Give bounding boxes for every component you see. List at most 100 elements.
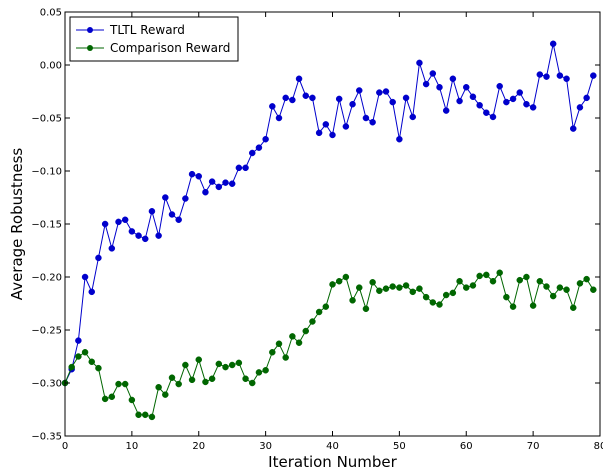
- data-point-tltl-reward: [208, 178, 216, 185]
- data-point-comparison-reward: [496, 269, 503, 277]
- data-point-comparison-reward: [228, 361, 236, 369]
- data-point-comparison-reward: [549, 292, 557, 300]
- data-point-comparison-reward: [442, 291, 450, 299]
- data-point-comparison-reward: [175, 380, 182, 388]
- data-point-tltl-reward: [315, 129, 323, 137]
- x-tick-label: 40: [326, 441, 339, 452]
- data-point-comparison-reward: [402, 282, 410, 289]
- series-layer: [61, 40, 597, 421]
- data-point-tltl-reward: [416, 59, 423, 67]
- data-point-comparison-reward: [95, 364, 102, 372]
- x-tick-label: 70: [527, 441, 540, 452]
- data-point-tltl-reward: [369, 118, 376, 126]
- data-point-comparison-reward: [182, 361, 189, 369]
- data-point-comparison-reward: [429, 299, 437, 306]
- data-point-tltl-reward: [95, 254, 102, 262]
- data-point-tltl-reward: [128, 228, 136, 235]
- data-point-comparison-reward: [262, 367, 269, 374]
- y-tick-label: 0.00: [40, 61, 62, 72]
- data-point-tltl-reward: [489, 113, 497, 121]
- data-point-tltl-reward: [182, 195, 189, 202]
- data-point-comparison-reward: [489, 277, 497, 285]
- data-point-comparison-reward: [409, 288, 416, 296]
- data-point-comparison-reward: [215, 360, 223, 368]
- data-point-tltl-reward: [168, 211, 176, 218]
- data-point-comparison-reward: [121, 380, 129, 388]
- data-point-tltl-reward: [215, 183, 223, 191]
- data-point-comparison-reward: [362, 305, 370, 313]
- data-point-tltl-reward: [275, 114, 283, 122]
- data-point-tltl-reward: [556, 72, 564, 79]
- data-point-comparison-reward: [463, 284, 470, 291]
- data-point-tltl-reward: [402, 94, 410, 102]
- data-point-tltl-reward: [175, 216, 182, 224]
- data-point-tltl-reward: [429, 70, 437, 77]
- data-point-tltl-reward: [422, 80, 430, 88]
- data-point-comparison-reward: [208, 375, 216, 383]
- data-point-tltl-reward: [436, 84, 443, 91]
- data-point-comparison-reward: [329, 281, 336, 288]
- y-tick-label: −0.10: [31, 167, 62, 178]
- data-point-comparison-reward: [188, 376, 196, 384]
- series-line-comparison-reward: [64, 271, 594, 418]
- data-point-tltl-reward: [335, 95, 343, 103]
- x-tick-label: 80: [594, 441, 603, 452]
- data-point-comparison-reward: [195, 356, 202, 363]
- data-point-tltl-reward: [115, 218, 122, 226]
- data-point-tltl-reward: [195, 173, 202, 180]
- data-point-tltl-reward: [496, 82, 503, 90]
- legend-box: [69, 16, 239, 62]
- data-point-comparison-reward: [302, 327, 309, 335]
- data-point-tltl-reward: [222, 179, 229, 186]
- y-tick-label: −0.35: [31, 432, 62, 443]
- data-point-comparison-reward: [556, 284, 564, 291]
- data-point-comparison-reward: [590, 286, 597, 293]
- x-axis-title: Iteration Number: [268, 453, 397, 470]
- data-point-tltl-reward: [389, 98, 396, 106]
- data-point-comparison-reward: [469, 282, 477, 289]
- legend-label: Comparison Reward: [110, 41, 230, 55]
- data-point-comparison-reward: [81, 349, 89, 356]
- data-point-tltl-reward: [255, 144, 263, 151]
- y-tick-label: −0.20: [31, 273, 62, 284]
- x-tick-label: 10: [126, 441, 139, 452]
- data-point-tltl-reward: [529, 104, 537, 111]
- data-point-tltl-reward: [309, 94, 316, 102]
- data-point-comparison-reward: [456, 277, 463, 285]
- data-point-comparison-reward: [563, 286, 570, 293]
- data-point-comparison-reward: [570, 304, 577, 311]
- data-point-tltl-reward: [362, 114, 370, 122]
- data-point-tltl-reward: [516, 89, 523, 96]
- data-point-comparison-reward: [349, 297, 356, 304]
- data-point-comparison-reward: [523, 273, 530, 281]
- data-point-comparison-reward: [309, 318, 316, 325]
- data-point-comparison-reward: [202, 378, 209, 386]
- data-point-tltl-reward: [409, 113, 416, 121]
- data-point-tltl-reward: [456, 97, 463, 105]
- data-point-tltl-reward: [135, 232, 142, 239]
- data-point-tltl-reward: [228, 180, 236, 187]
- x-tick-label: 60: [460, 441, 473, 452]
- data-point-comparison-reward: [162, 391, 169, 398]
- data-point-tltl-reward: [101, 220, 109, 228]
- data-point-comparison-reward: [449, 289, 457, 297]
- data-point-comparison-reward: [376, 287, 383, 295]
- data-point-tltl-reward: [509, 95, 517, 103]
- data-point-tltl-reward: [549, 40, 557, 48]
- data-point-comparison-reward: [135, 411, 142, 419]
- data-point-comparison-reward: [168, 374, 176, 381]
- data-point-comparison-reward: [476, 272, 483, 280]
- legend-marker: [87, 45, 93, 51]
- y-tick-label: −0.25: [31, 326, 62, 337]
- data-point-tltl-reward: [322, 121, 330, 128]
- data-point-comparison-reward: [396, 284, 403, 291]
- data-point-tltl-reward: [376, 89, 383, 96]
- data-point-comparison-reward: [322, 303, 330, 310]
- data-point-comparison-reward: [269, 349, 276, 356]
- data-point-comparison-reward: [543, 283, 550, 290]
- x-tick-label: 20: [192, 441, 205, 452]
- data-point-tltl-reward: [576, 104, 584, 111]
- data-point-tltl-reward: [188, 170, 196, 178]
- data-point-comparison-reward: [436, 301, 443, 308]
- data-point-tltl-reward: [342, 123, 350, 130]
